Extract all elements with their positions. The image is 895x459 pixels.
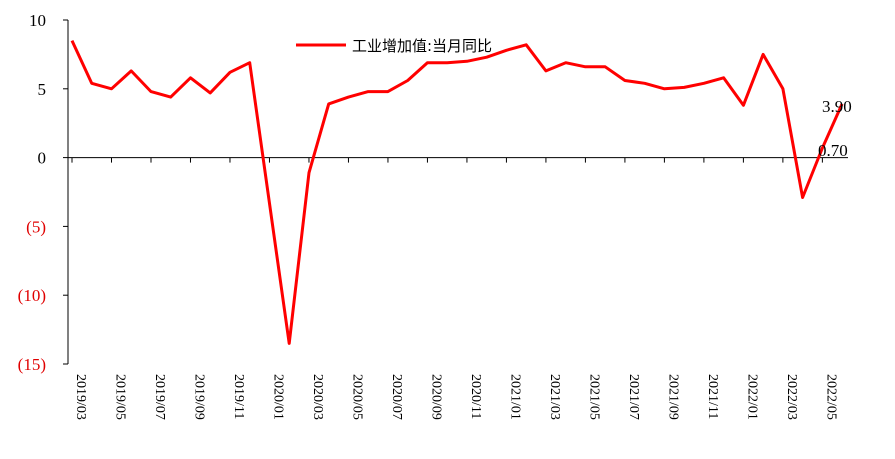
annotation-prev-value: 0.70: [818, 141, 848, 160]
legend: 工业增加值:当月同比: [296, 37, 492, 55]
legend-label: 工业增加值:当月同比: [352, 37, 492, 55]
series-group: [70, 39, 844, 345]
axes: [67, 20, 848, 364]
x-tick-label: 2021/07: [626, 374, 641, 420]
y-tick-label: (15): [18, 355, 46, 374]
x-tick-label: 2021/09: [665, 374, 680, 420]
x-tick-label: 2019/11: [231, 374, 246, 419]
x-tick-label: 2020/05: [349, 374, 364, 420]
x-tick-label: 2021/11: [705, 374, 720, 419]
x-tick-label: 2020/09: [428, 374, 443, 420]
x-tick-label: 2021/03: [547, 374, 562, 420]
series-line: [70, 39, 844, 345]
y-tick-label: (10): [18, 286, 46, 305]
x-tick-label: 2019/05: [112, 374, 127, 420]
x-tick-label: 2022/05: [823, 374, 838, 420]
x-tick-label: 2020/01: [270, 374, 285, 420]
y-tick-label: 0: [38, 149, 47, 168]
x-tick-label: 2020/07: [389, 374, 404, 420]
y-axis-ticks: 10 5 0 (5) (10) (15): [18, 11, 68, 374]
x-tick-label: 2021/01: [507, 374, 522, 420]
x-tick-label: 2019/09: [191, 374, 206, 420]
x-tick-label: 2019/07: [152, 374, 167, 420]
x-tick-label: 2022/01: [744, 374, 759, 420]
annotation-last-value: 3.90: [822, 97, 852, 116]
y-tick-label: 10: [29, 11, 46, 30]
y-tick-label: 5: [38, 80, 47, 99]
x-tick-label: 2020/03: [310, 374, 325, 420]
annotations: 3.90 0.70: [818, 97, 852, 160]
x-tick-label: 2022/03: [784, 374, 799, 420]
x-tick-label: 2020/11: [468, 374, 483, 419]
x-axis-ticks: 2019/03 2019/05 2019/07 2019/09 2019/11 2020/…: [71, 157, 838, 420]
x-tick-label: 2019/03: [73, 374, 88, 420]
x-tick-label: 2021/05: [586, 374, 601, 420]
y-tick-label: (5): [26, 217, 46, 236]
